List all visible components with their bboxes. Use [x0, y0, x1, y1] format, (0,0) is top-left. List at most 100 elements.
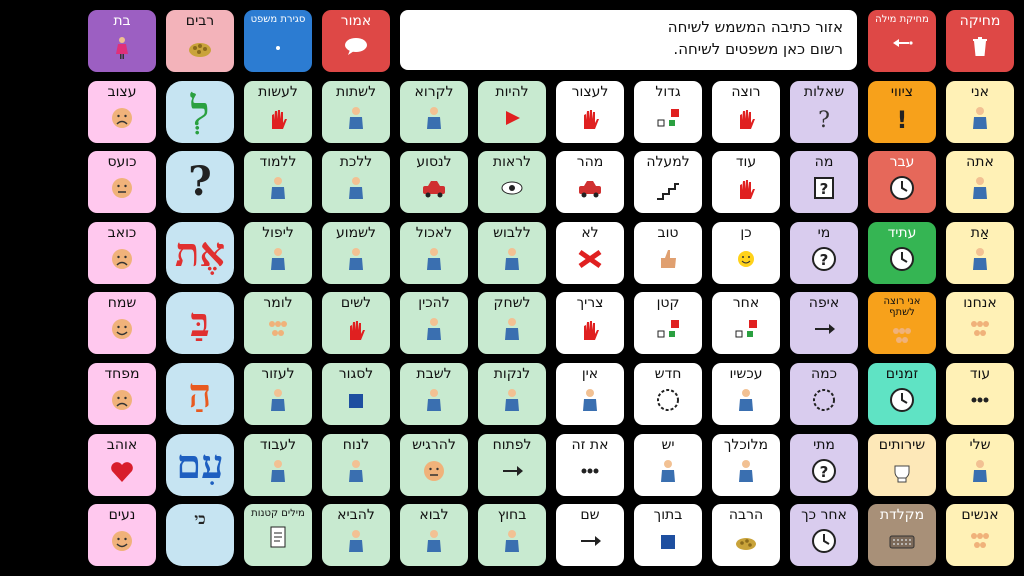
word-tile-toilets[interactable]: שירותים [868, 434, 936, 496]
word-tile-to-rest[interactable]: לנוח [322, 434, 390, 496]
word-tile-how-many[interactable]: כמה [790, 363, 858, 425]
word-tile-you-m[interactable]: אתה [946, 151, 1014, 213]
word-tile-to-be[interactable]: להיות [478, 81, 546, 143]
word-tile-this[interactable]: את זה [556, 434, 624, 496]
word-tile-up[interactable]: למעלה [634, 151, 702, 213]
word-tile-many[interactable]: הרבה [712, 504, 780, 566]
word-tile-to-do[interactable]: לעשות [244, 81, 312, 143]
word-tile-keyboard[interactable]: מקלדת [868, 504, 936, 566]
word-tile-there-is[interactable]: יש [634, 434, 702, 496]
word-tile-to-help[interactable]: לעזור [244, 363, 312, 425]
word-tile-more-person[interactable]: עוד [946, 363, 1014, 425]
word-tile-question-mark[interactable]: ? [166, 151, 234, 213]
daughter-button[interactable]: בת [88, 10, 156, 72]
word-tile-to-travel[interactable]: לנסוע [400, 151, 468, 213]
word-tile-afterwards[interactable]: אחר כך [790, 504, 858, 566]
word-tile-where[interactable]: איפה [790, 292, 858, 354]
word-tile-hurt[interactable]: כואב [88, 222, 156, 284]
word-tile-more[interactable]: עוד [712, 151, 780, 213]
word-tile-to-read[interactable]: לקרוא [400, 81, 468, 143]
word-tile-you-f[interactable]: אַת [946, 222, 1014, 284]
word-tile-there[interactable]: שם [556, 504, 624, 566]
word-tile-no[interactable]: לא [556, 222, 624, 284]
word-tile-outside[interactable]: בחוץ [478, 504, 546, 566]
word-tile-happy[interactable]: שמח [88, 292, 156, 354]
word-tile-to-feel[interactable]: להרגיש [400, 434, 468, 496]
word-tile-stop[interactable]: לעצור [556, 81, 624, 143]
grammar-label: בַּ [190, 299, 210, 346]
word-tile-fast[interactable]: מהר [556, 151, 624, 213]
word-tile-want[interactable]: רוצה [712, 81, 780, 143]
word-tile-now[interactable]: עכשיו [712, 363, 780, 425]
word-tile-new[interactable]: חדש [634, 363, 702, 425]
word-tile-there-isnt[interactable]: אין [556, 363, 624, 425]
word-tile-need[interactable]: צריך [556, 292, 624, 354]
word-tile-to-say[interactable]: לומר [244, 292, 312, 354]
word-tile-pleasant[interactable]: נעים [88, 504, 156, 566]
word-tile-people[interactable]: אנשים [946, 504, 1014, 566]
word-tile-to-learn[interactable]: ללמוד [244, 151, 312, 213]
word-tile-to-prepare[interactable]: להכין [400, 292, 468, 354]
word-tile-small[interactable]: קטן [634, 292, 702, 354]
word-tile-to-dress[interactable]: ללבוש [478, 222, 546, 284]
word-label: כן [740, 225, 752, 241]
word-tile-to-hear[interactable]: לשמוע [322, 222, 390, 284]
word-tile-ha[interactable]: הַ [166, 363, 234, 425]
word-tile-when[interactable]: מתי? [790, 434, 858, 496]
word-tile-dirty[interactable]: מלוכלך [712, 434, 780, 496]
keyboard-icon [887, 526, 917, 556]
word-tile-other[interactable]: אחר [712, 292, 780, 354]
word-tile-le[interactable]: לְ [166, 81, 234, 143]
word-tile-yes[interactable]: כן [712, 222, 780, 284]
word-tile-to-drink[interactable]: לשתות [322, 81, 390, 143]
word-tile-mine[interactable]: שלי [946, 434, 1014, 496]
word-tile-angry[interactable]: כועס [88, 151, 156, 213]
word-tile-me[interactable]: אני [946, 81, 1014, 143]
say-button[interactable]: אמור [322, 10, 390, 72]
person-icon [341, 103, 371, 133]
word-tile-to-close[interactable]: לסגור [322, 363, 390, 425]
word-tile-imperative[interactable]: ציווי! [868, 81, 936, 143]
word-tile-to-fall[interactable]: ליפול [244, 222, 312, 284]
word-tile-to-eat[interactable]: לאכול [400, 222, 468, 284]
word-tile-good[interactable]: טוב [634, 222, 702, 284]
word-tile-to-clean[interactable]: לנקות [478, 363, 546, 425]
word-tile-sad[interactable]: עצוב [88, 81, 156, 143]
word-tile-im[interactable]: עִם [166, 434, 234, 496]
word-tile-who[interactable]: מי? [790, 222, 858, 284]
word-tile-we[interactable]: אנחנו [946, 292, 1014, 354]
doc-icon [263, 522, 293, 552]
word-tile-questions[interactable]: שאלות? [790, 81, 858, 143]
word-tile-ba[interactable]: בַּ [166, 292, 234, 354]
word-tile-et[interactable]: אֶת [166, 222, 234, 284]
delete-word-button[interactable]: מחיקת מילה [868, 10, 936, 72]
word-tile-to-walk[interactable]: ללכת [322, 151, 390, 213]
word-tile-to-play[interactable]: לשחק [478, 292, 546, 354]
word-tile-to-work[interactable]: לעבוד [244, 434, 312, 496]
word-label: להיות [495, 84, 529, 100]
plural-button[interactable]: רבים [166, 10, 234, 72]
word-tile-to-put[interactable]: לשים [322, 292, 390, 354]
word-tile-to-come[interactable]: לבוא [400, 504, 468, 566]
word-tile-ki[interactable]: כי [166, 504, 234, 566]
clear-button[interactable]: מחיקה [946, 10, 1014, 72]
word-tile-big[interactable]: גדול [634, 81, 702, 143]
word-tile-to-sit[interactable]: לשבת [400, 363, 468, 425]
arrow-icon [575, 526, 605, 556]
close-sentence-button[interactable]: סגירת משפט [244, 10, 312, 72]
backspace-icon [887, 28, 917, 58]
word-tile-past[interactable]: עבר [868, 151, 936, 213]
word-tile-to-see[interactable]: לראות [478, 151, 546, 213]
word-tile-future[interactable]: עתיד [868, 222, 936, 284]
word-tile-i-want-to-share[interactable]: אני רוצה לשתף [868, 292, 936, 354]
word-tile-afraid[interactable]: מפחד [88, 363, 156, 425]
word-tile-to-bring[interactable]: להביא [322, 504, 390, 566]
word-tile-love[interactable]: אוהב [88, 434, 156, 496]
word-tile-small-words[interactable]: מילים קטנות [244, 504, 312, 566]
word-tile-inside[interactable]: בתוך [634, 504, 702, 566]
word-tile-what[interactable]: מה? [790, 151, 858, 213]
clock-icon [887, 173, 917, 203]
word-tile-to-open[interactable]: לפתוח [478, 434, 546, 496]
word-tile-tenses[interactable]: זמנים [868, 363, 936, 425]
sentence-text-area[interactable]: אזור כתיבה המשמש לשיחה רשום כאן משפטים ל… [400, 10, 857, 70]
